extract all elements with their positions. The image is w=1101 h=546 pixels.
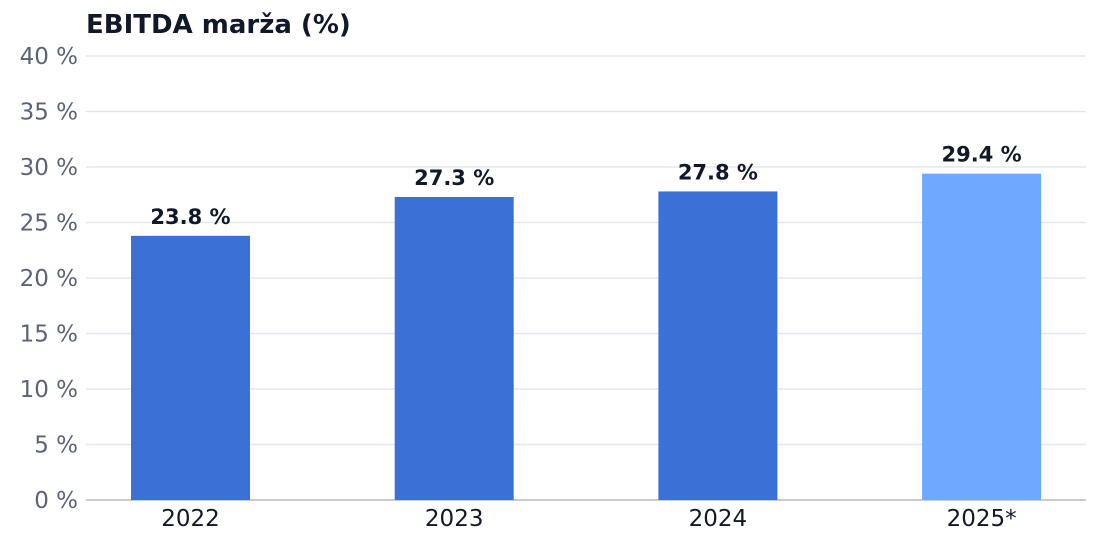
y-tick-label: 5 %: [34, 433, 78, 459]
y-tick-label: 0 %: [34, 488, 78, 514]
x-tick-label: 2025*: [947, 506, 1017, 532]
data-label: 29.4 %: [942, 143, 1022, 167]
y-tick-label: 25 %: [20, 211, 78, 237]
data-label: 23.8 %: [150, 205, 230, 229]
y-tick-label: 30 %: [20, 155, 78, 181]
chart-title: EBITDA marža (%): [86, 10, 351, 40]
y-tick-label: 35 %: [20, 100, 78, 126]
x-tick-label: 2023: [425, 506, 484, 532]
bar: [658, 191, 778, 501]
x-tick-label: 2024: [689, 506, 748, 532]
data-label: 27.8 %: [678, 160, 758, 184]
y-tick-label: 20 %: [20, 266, 78, 292]
y-tick-label: 15 %: [20, 322, 78, 348]
bar: [394, 196, 514, 500]
bar: [922, 173, 1042, 500]
data-label: 27.3 %: [414, 166, 494, 190]
bar: [131, 235, 250, 500]
x-tick-label: 2022: [161, 506, 220, 532]
y-tick-label: 10 %: [20, 377, 78, 403]
y-tick-label: 40 %: [20, 44, 78, 70]
